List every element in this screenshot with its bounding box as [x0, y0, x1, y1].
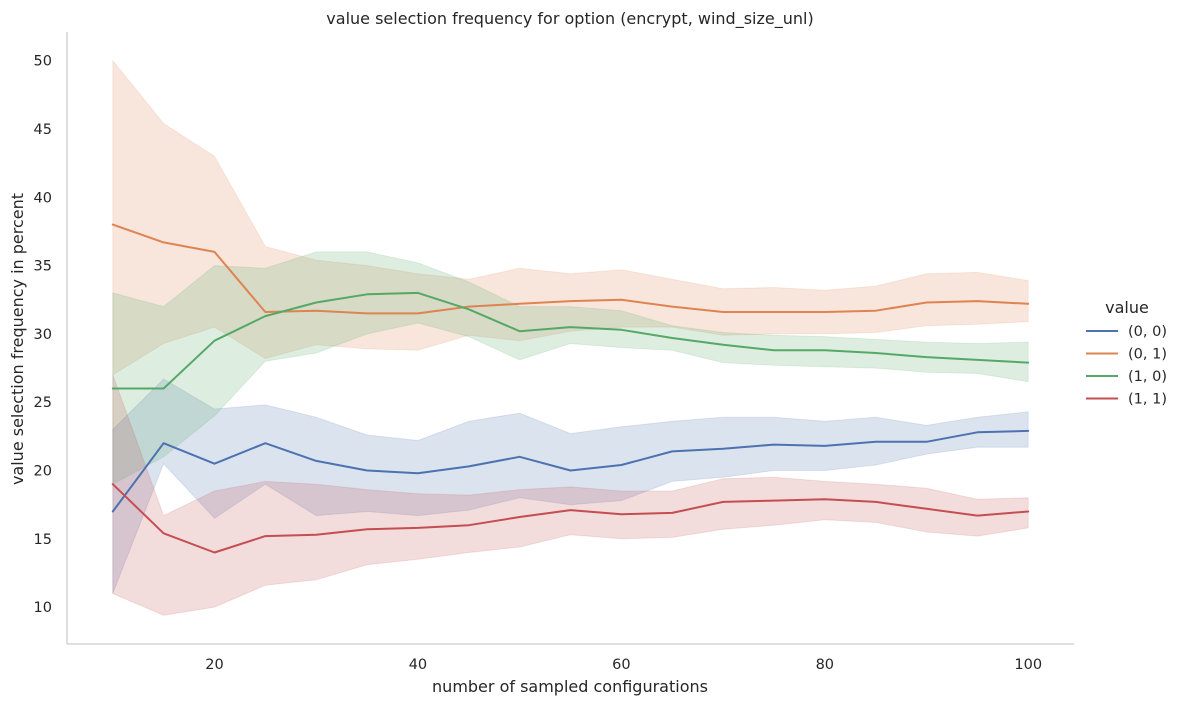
series-line-0-0: [111, 429, 1030, 513]
y-tick-label: 25: [34, 395, 52, 411]
series-line-1-1: [111, 483, 1030, 554]
legend: value (0, 0) (0, 1) (1, 0) (1, 1): [1086, 298, 1167, 408]
x-tick-label: 60: [612, 657, 630, 673]
x-tick-label: 80: [816, 657, 834, 673]
legend-label-1-1: (1, 1): [1128, 392, 1167, 408]
confidence-bands: [112, 59, 1029, 616]
confidence-band-0-0: [112, 378, 1029, 594]
confidence-band-1-1: [112, 374, 1029, 616]
x-tick-label: 40: [409, 657, 427, 673]
y-tick-label: 20: [34, 464, 52, 480]
chart-title: value selection frequency for option (en…: [326, 9, 813, 29]
y-tick-label: 45: [34, 122, 52, 138]
x-tick-label: 100: [1014, 657, 1042, 673]
y-tick-label: 10: [34, 600, 52, 616]
confidence-band-0-1: [112, 59, 1029, 376]
legend-title: value: [1105, 298, 1149, 317]
series-line-0-1: [111, 223, 1030, 315]
y-tick-label: 40: [34, 190, 52, 206]
legend-label-0-1: (0, 1): [1128, 347, 1167, 363]
series-line-1-0: [111, 291, 1030, 390]
y-tick-label: 50: [34, 54, 52, 70]
legend-label-1-0: (1, 0): [1128, 369, 1167, 385]
y-tick-label: 15: [34, 532, 52, 548]
y-axis-label: value selection frequency in percent: [8, 193, 27, 485]
x-tick-label: 20: [205, 657, 223, 673]
y-tick-label: 35: [34, 259, 52, 275]
legend-label-0-0: (0, 0): [1128, 324, 1167, 340]
y-tick-label: 30: [34, 327, 52, 343]
confidence-band-1-0: [112, 251, 1029, 486]
x-axis-label: number of sampled configurations: [432, 677, 708, 696]
axes: 20 40 60 80 100 10 15 20 25 30 35 40 45 50: [34, 32, 1074, 673]
series-lines: [111, 223, 1030, 554]
